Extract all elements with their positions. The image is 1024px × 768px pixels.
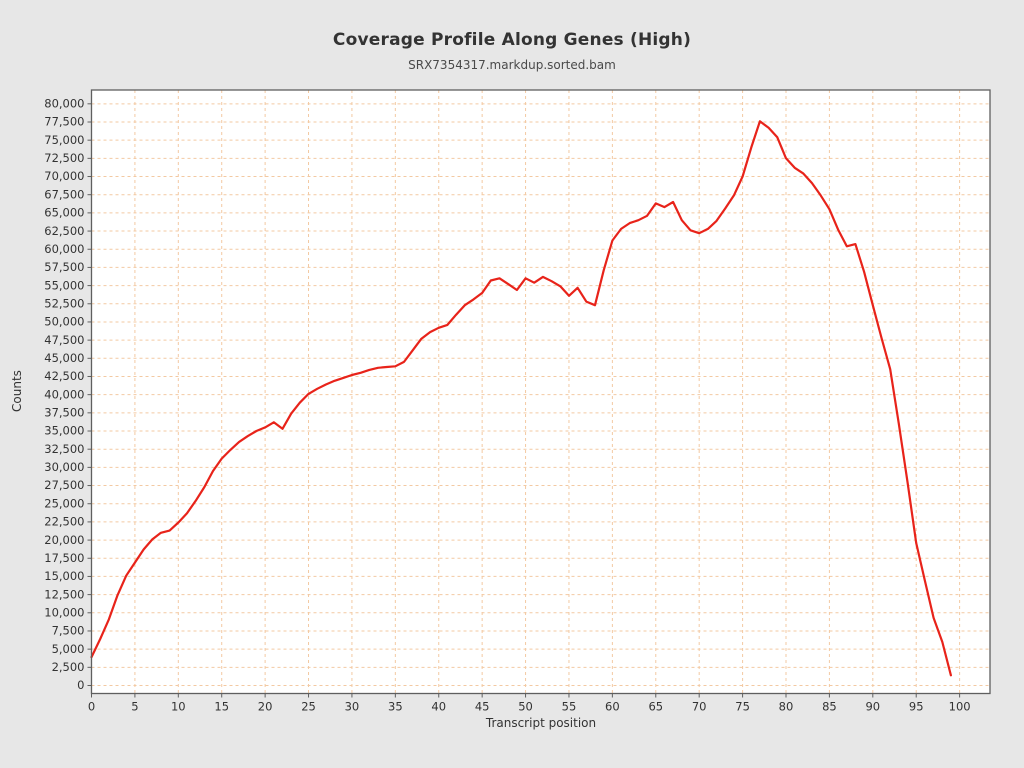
plot-frame <box>90 89 991 695</box>
y-tick-label: 40,000 <box>44 387 84 401</box>
x-tick-label: 10 <box>171 700 186 714</box>
y-tick-label: 70,000 <box>44 169 84 183</box>
coverage-series-line <box>90 120 953 677</box>
y-tick-label: 37,500 <box>44 406 84 420</box>
x-tick-label: 85 <box>822 700 837 714</box>
y-tick-label: 27,500 <box>44 478 84 492</box>
y-tick-label: 22,500 <box>44 515 84 529</box>
y-tick-label: 20,000 <box>44 533 84 547</box>
y-tick-label: 12,500 <box>44 587 84 601</box>
x-tick-label: 65 <box>648 700 663 714</box>
x-tick-label: 30 <box>345 700 360 714</box>
y-tick-label: 52,500 <box>44 296 84 310</box>
y-tick-label: 57,500 <box>44 260 84 274</box>
x-tick-label: 20 <box>258 700 273 714</box>
x-tick-label: 0 <box>88 700 95 714</box>
y-tick-label: 47,500 <box>44 333 84 347</box>
y-tick-label: 55,000 <box>44 278 84 292</box>
y-tick-label: 75,000 <box>44 133 84 147</box>
y-tick-label: 30,000 <box>44 460 84 474</box>
y-tick-label: 60,000 <box>44 242 84 256</box>
x-tick-label: 75 <box>735 700 750 714</box>
x-tick-label: 80 <box>779 700 794 714</box>
chart-title: Coverage Profile Along Genes (High) <box>332 30 692 50</box>
x-tick-label: 5 <box>131 700 138 714</box>
y-tick-label: 62,500 <box>44 224 84 238</box>
x-tick-label: 55 <box>562 700 577 714</box>
x-tick-label: 70 <box>692 700 707 714</box>
y-tick-label: 80,000 <box>44 97 84 111</box>
x-tick-label: 50 <box>518 700 533 714</box>
y-axis-label: Counts <box>10 370 24 412</box>
chart-subtitle: SRX7354317.markdup.sorted.bam <box>408 58 616 72</box>
y-tick-label: 7,500 <box>52 624 85 638</box>
y-tick-label: 5,000 <box>52 642 85 656</box>
x-tick-label: 100 <box>949 700 971 714</box>
y-tick-label: 72,500 <box>44 151 84 165</box>
y-tick-label: 67,500 <box>44 187 84 201</box>
y-tick-label: 17,500 <box>44 551 84 565</box>
x-tick-label: 35 <box>388 700 403 714</box>
y-tick-label: 15,000 <box>44 569 84 583</box>
y-tick-label: 2,500 <box>52 660 85 674</box>
y-tick-label: 0 <box>77 678 84 692</box>
y-tick-label: 35,000 <box>44 424 84 438</box>
x-axis-label: Transcript position <box>485 716 597 730</box>
x-tick-label: 45 <box>475 700 490 714</box>
y-tick-label: 25,000 <box>44 496 84 510</box>
x-tick-label: 15 <box>214 700 229 714</box>
x-tick-label: 95 <box>909 700 924 714</box>
y-tick-label: 77,500 <box>44 115 84 129</box>
y-tick-label: 50,000 <box>44 315 84 329</box>
x-tick-label: 40 <box>431 700 446 714</box>
y-tick-label: 10,000 <box>44 605 84 619</box>
y-tick-label: 65,000 <box>44 206 84 220</box>
x-tick-label: 90 <box>865 700 880 714</box>
x-tick-label: 25 <box>301 700 316 714</box>
y-tick-label: 32,500 <box>44 442 84 456</box>
y-tick-label: 45,000 <box>44 351 84 365</box>
y-tick-label: 42,500 <box>44 369 84 383</box>
x-tick-label: 60 <box>605 700 620 714</box>
plot-area <box>91 90 990 694</box>
